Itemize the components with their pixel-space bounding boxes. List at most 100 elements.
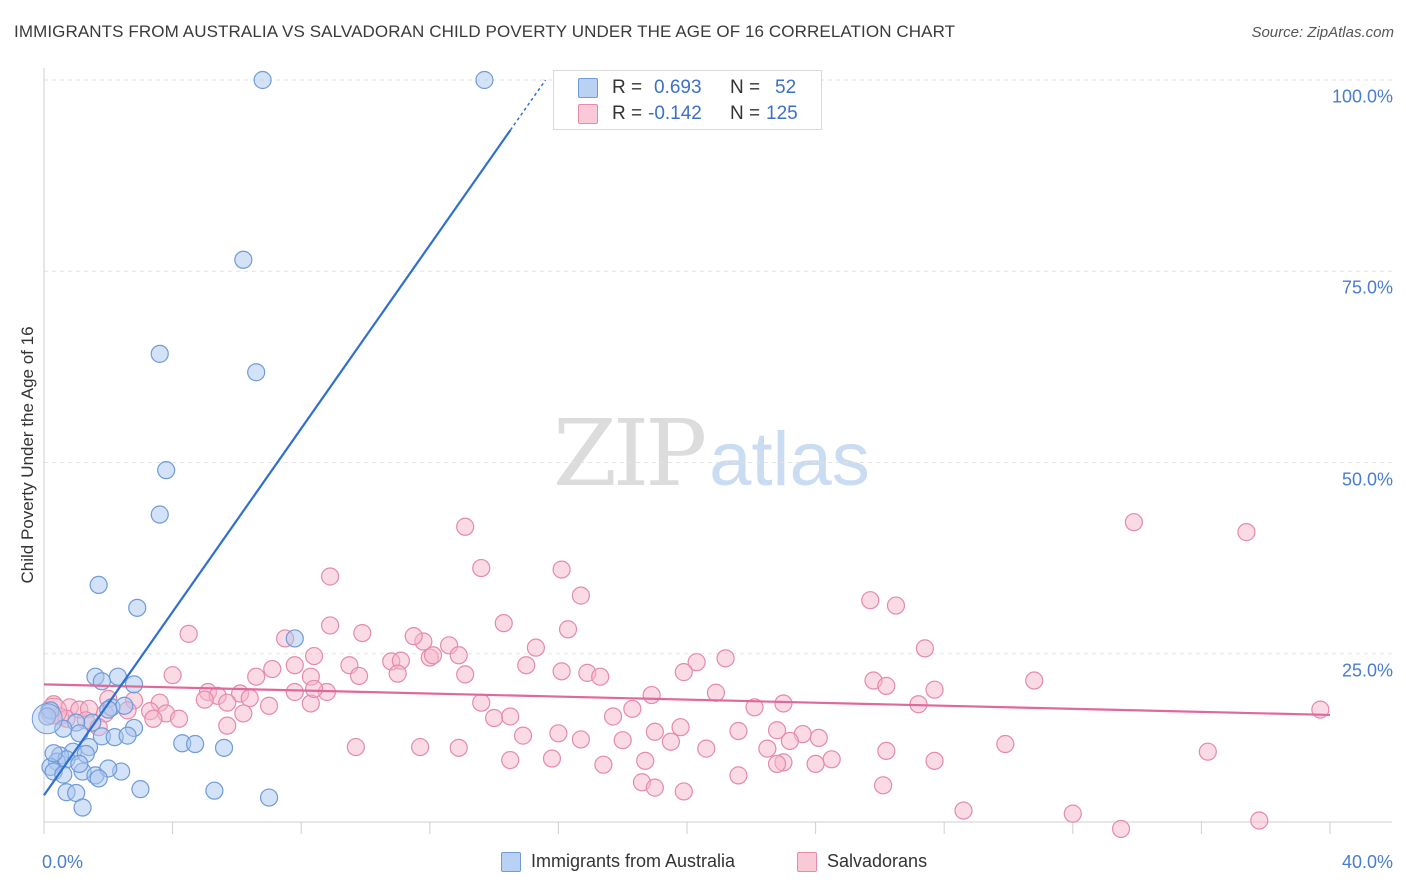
- australia-point-cluster: [31, 703, 63, 735]
- australia-points: [31, 70, 494, 817]
- salvadorans-point: [218, 693, 237, 712]
- salvadorans-point: [304, 646, 324, 666]
- salvadorans-point: [767, 754, 787, 774]
- salvadorans-point: [697, 739, 716, 758]
- australia-point: [259, 788, 279, 807]
- salvadorans-point: [571, 730, 591, 749]
- legend-item-australia: Immigrants from Australia: [501, 851, 735, 872]
- australia-point: [99, 700, 118, 719]
- salvadorans-point: [661, 732, 681, 751]
- r-label: R =: [612, 103, 643, 124]
- salvadorans-point: [411, 737, 430, 757]
- salvadorans-point: [263, 659, 282, 679]
- n-value: 52: [775, 77, 797, 98]
- salvadorans-point: [822, 750, 841, 769]
- salvadorans-point: [247, 667, 266, 686]
- salvadorans-point: [240, 689, 259, 708]
- salvadorans-point: [169, 709, 189, 728]
- salvadorans-point: [349, 666, 369, 686]
- australia-point: [115, 696, 134, 715]
- salvadorans-point: [179, 624, 198, 643]
- salvadorans-point: [645, 722, 664, 741]
- salvadorans-point: [526, 638, 545, 657]
- y-tick-label: 25.0%: [1341, 660, 1393, 681]
- legend-label-salvadorans: Salvadorans: [827, 851, 928, 871]
- salvadorans-point: [517, 656, 536, 675]
- australia-point: [70, 754, 89, 774]
- salvadorans-point: [404, 627, 423, 646]
- salvadorans-point: [449, 738, 468, 757]
- salvadorans-point: [636, 751, 655, 770]
- salvadorans-point: [234, 704, 253, 723]
- salvadorans-point: [642, 685, 661, 705]
- salvadorans-point: [674, 782, 693, 801]
- salvadorans-point: [861, 591, 880, 610]
- salvadorans-point: [758, 739, 777, 758]
- salvadorans-point: [1111, 819, 1131, 839]
- salvadorans-point: [144, 709, 163, 728]
- salvadorans-point: [456, 517, 475, 536]
- series-legend: Immigrants from Australia Salvadorans: [0, 851, 1406, 877]
- salvadorans-point: [745, 698, 764, 717]
- salvadorans-point: [1237, 523, 1256, 542]
- australia-point: [253, 70, 272, 90]
- salvadorans-point: [874, 776, 893, 795]
- salvadorans-point: [674, 663, 693, 682]
- salvadorans-point: [774, 694, 793, 713]
- australia-point: [186, 734, 205, 754]
- australia-point: [150, 505, 169, 524]
- australia-point: [89, 769, 108, 788]
- australia-point: [118, 726, 137, 745]
- salvadorans-point: [353, 623, 372, 643]
- salvadorans-point: [780, 731, 799, 751]
- salvadorans-point: [195, 690, 214, 709]
- australia-point: [92, 672, 111, 691]
- y-axis-label: Child Poverty Under the Age of 16: [18, 326, 37, 584]
- salvadorans-point: [1250, 811, 1269, 830]
- salvadorans-point: [706, 683, 726, 702]
- salvadorans-point: [501, 750, 520, 770]
- salvadorans-point: [915, 639, 935, 658]
- salvadorans-point: [716, 649, 735, 668]
- r-label: R =: [612, 77, 643, 98]
- australia-point: [247, 363, 266, 382]
- source-label: Source: ZipAtlas.com: [1251, 24, 1394, 41]
- australia-trend-line: [43, 129, 512, 796]
- salvadorans-point: [645, 778, 664, 797]
- salvadorans-point: [886, 596, 906, 615]
- australia-point: [475, 70, 494, 90]
- salvadorans-point: [485, 708, 504, 728]
- salvadorans-point: [1198, 742, 1217, 761]
- salvadorans-point: [613, 731, 632, 750]
- salvadorans-point: [1063, 804, 1082, 823]
- salvadorans-point: [571, 586, 591, 605]
- salvadorans-point: [687, 653, 706, 672]
- r-value: -0.142: [648, 103, 702, 124]
- australia-point: [44, 744, 63, 763]
- salvadorans-point: [456, 665, 475, 684]
- n-value: 125: [766, 103, 798, 124]
- salvadorans-point: [603, 707, 623, 726]
- australia-point: [214, 738, 234, 757]
- n-label: N =: [730, 103, 761, 124]
- salvadorans-point: [877, 676, 896, 695]
- salvadorans-point: [472, 558, 491, 578]
- salvadorans-point: [285, 682, 304, 702]
- australia-point: [285, 629, 304, 648]
- salvadorans-trend-line: [43, 683, 1331, 717]
- salvadorans-points: [40, 513, 1330, 839]
- stats-legend: R = 0.693 N = 52 R = -0.142 N = 125: [553, 70, 822, 130]
- australia-point: [131, 780, 150, 799]
- salvadorans-point: [591, 667, 610, 686]
- salvadorans-point: [623, 699, 642, 718]
- salvadorans-point: [729, 766, 748, 785]
- australia-point: [124, 675, 144, 694]
- salvadorans-point: [552, 662, 571, 681]
- r-value: 0.693: [654, 77, 702, 98]
- legend-swatch-pink: [578, 104, 598, 124]
- australia-point: [128, 598, 147, 617]
- salvadorans-point: [954, 801, 973, 820]
- y-tick-label: 75.0%: [1341, 277, 1393, 298]
- salvadorans-point: [388, 664, 407, 683]
